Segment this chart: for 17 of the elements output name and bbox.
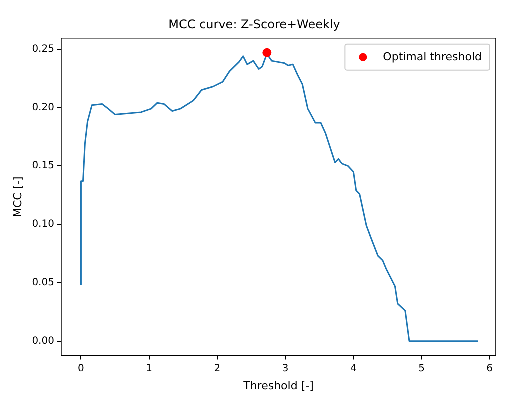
y-tick-label: 0.00 [32,336,54,347]
x-tick-label: 0 [78,363,84,374]
x-tick-label: 1 [146,363,153,374]
legend-label: Optimal threshold [383,50,482,64]
x-tick-label: 5 [418,363,425,374]
y-tick-label: 0.25 [32,44,54,55]
x-tick-label: 2 [214,363,221,374]
x-axis-title: Threshold [-] [242,379,314,392]
y-axis-title: MCC [-] [11,176,24,218]
x-tick-label: 3 [282,363,289,374]
y-tick-label: 0.15 [32,160,54,172]
y-tick-label: 0.10 [32,219,54,230]
x-tick-label: 4 [350,363,357,374]
x-tick-label: 6 [486,363,494,374]
chart-title: MCC curve: Z-Score+Weekly [168,17,340,32]
y-tick-label: 0.20 [32,102,54,114]
y-tick-label: 0.05 [32,278,54,289]
